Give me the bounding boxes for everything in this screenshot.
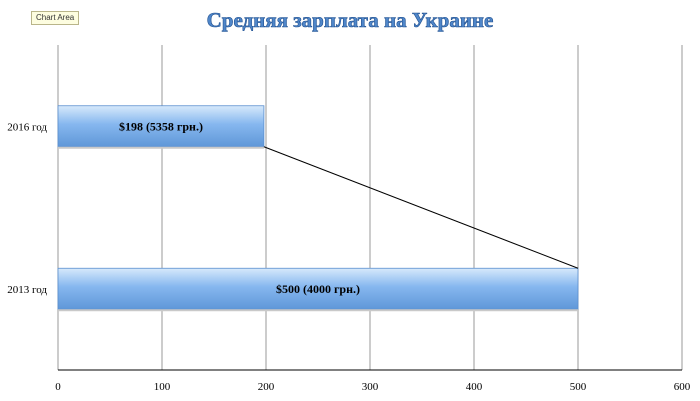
x-tick-label: 400 xyxy=(466,381,483,393)
category-label: 2016 год xyxy=(7,121,47,133)
category-label: 2013 год xyxy=(7,284,47,296)
x-tick-label: 100 xyxy=(154,381,171,393)
x-tick-label: 500 xyxy=(570,381,587,393)
chart-area-tag[interactable]: Chart Area xyxy=(31,11,80,25)
x-tick-label: 0 xyxy=(55,381,61,393)
series-line xyxy=(263,146,579,269)
bar-shadow xyxy=(58,309,578,312)
bar-shadow xyxy=(58,146,264,149)
x-tick-label: 200 xyxy=(258,381,275,393)
data-label: $198 (5358 грн.) xyxy=(119,119,203,133)
x-tick-label: 600 xyxy=(674,381,691,393)
bar[interactable] xyxy=(57,267,579,310)
chart-title: Средняя зарплата на Украине xyxy=(207,8,494,32)
bar[interactable] xyxy=(57,105,265,148)
x-tick-label: 300 xyxy=(362,381,379,393)
data-label: $500 (4000 грн.) xyxy=(276,282,360,296)
